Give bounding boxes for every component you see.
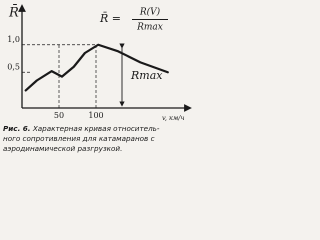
y-tick-label: 1,0 (7, 35, 20, 44)
caption-line: ного сопротивления для катамаранов с (3, 134, 155, 143)
curve (24, 43, 169, 92)
caption-label: Рис. 6. (3, 124, 31, 133)
y-tick-label: 0,5 (7, 62, 20, 71)
formula-numerator: R(V) (139, 7, 161, 18)
caption-line: аэродинамической разгрузкой. (3, 144, 122, 153)
caption-text: Характерная кривая относитель- (32, 124, 160, 133)
formula-lhs: R̄ = (99, 12, 121, 25)
x-axis-label: v, км/ч (162, 114, 185, 122)
rmax-label: Rmax (130, 69, 163, 82)
x-tick-label: 100 (88, 111, 103, 120)
y-axis-label: R̄ (8, 4, 19, 20)
caption-line: Рис. 6. Характерная кривая относитель- (3, 124, 160, 133)
chart: R̄ R̄ = R(V) Rmax Rmax v, км/ч Рис. 6. Х… (3, 4, 192, 153)
x-tick-label: 50 (54, 111, 64, 120)
formula-denominator: Rmax (136, 23, 163, 33)
